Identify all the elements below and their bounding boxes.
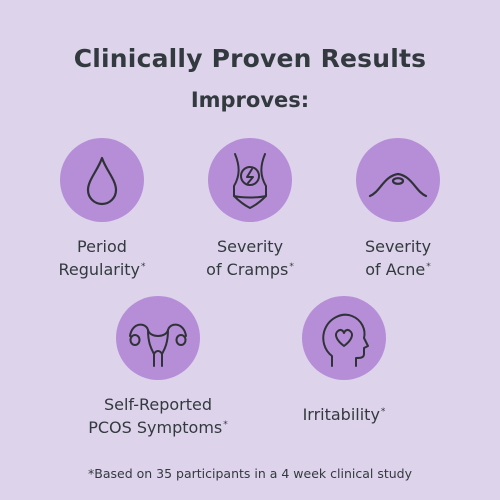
footnote: *Based on 35 participants in a 4 week cl… [88,466,412,481]
benefit-icon-circle [60,138,144,222]
benefit-label: Period Regularity* [58,237,146,279]
torso-cramps-icon [233,153,267,209]
benefit-severity-acne: Severity of Acne* [318,138,478,280]
benefit-icon-circle [116,296,200,380]
benefit-label: Severity of Cramps* [206,237,294,279]
benefit-icon-circle [208,138,292,222]
benefit-severity-cramps: Severity of Cramps* [170,138,330,280]
benefit-label: Severity of Acne* [364,237,432,279]
benefit-icon-circle [302,296,386,380]
uterus-icon [129,323,187,367]
page-subtitle: Improves: [190,88,310,112]
benefit-label: Irritability* [302,405,386,424]
water-drop-icon [86,156,118,206]
benefit-icon-circle [356,138,440,222]
head-heart-icon [322,313,369,367]
skin-bump-icon [368,172,428,198]
benefit-irritability: Irritability* [264,296,424,425]
benefit-period-regularity: Period Regularity* [22,138,182,280]
benefit-pcos-symptoms: Self-Reported PCOS Symptoms* [78,296,238,438]
page-title: Clinically Proven Results [73,44,427,73]
benefit-label: Self-Reported PCOS Symptoms* [88,395,228,437]
